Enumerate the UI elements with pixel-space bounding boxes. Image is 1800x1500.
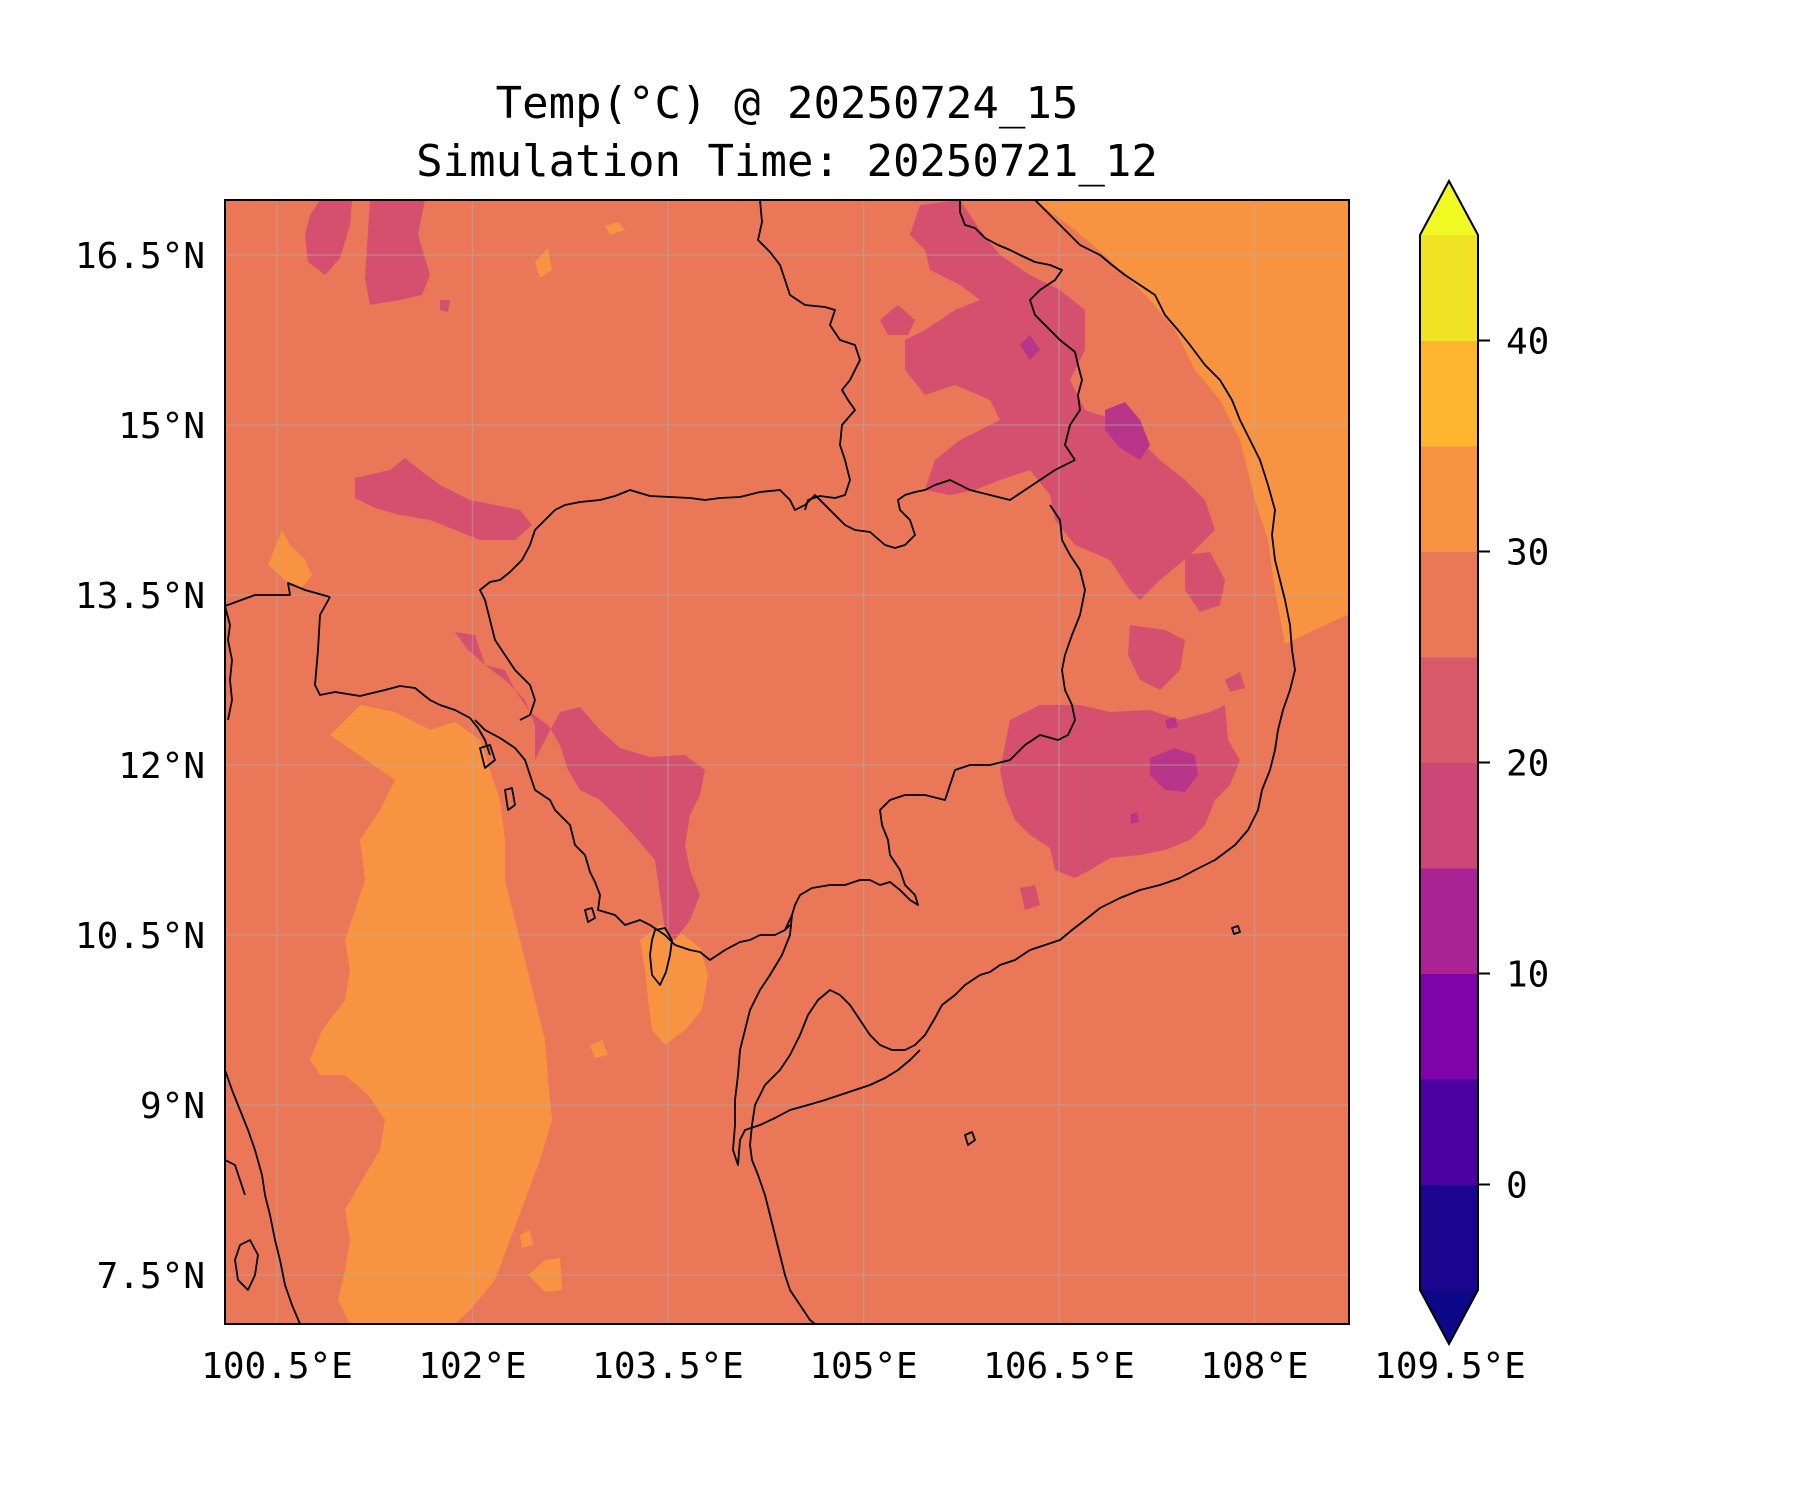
x-tick-label: 105°E — [809, 1346, 917, 1387]
border-laos-thailand — [757, 200, 861, 511]
x-tick-label: 109.5°E — [1374, 1346, 1526, 1387]
island-phu-quoc — [649, 927, 673, 986]
island-malay-small — [234, 1239, 259, 1291]
y-tick-label: 15°N — [118, 406, 205, 447]
map-subtitle: Simulation Time: 20250721_12 — [416, 136, 1158, 187]
coolest-patch-highlands — [1150, 748, 1198, 792]
coastline-mekong-delta — [749, 949, 1031, 1324]
x-tick-label: 100.5°E — [201, 1346, 353, 1387]
coastline-malay-west — [225, 1159, 246, 1196]
border-thailand-cambodia — [314, 596, 491, 756]
warm-region-islet — [520, 1230, 533, 1248]
colorbar-extend-max — [1420, 181, 1478, 235]
colorbar-tick-label: 0 — [1506, 1166, 1528, 1207]
cool-region-north-2 — [365, 200, 430, 305]
colorbar-outline — [1419, 178, 1479, 1347]
island-koh-rong — [504, 787, 516, 811]
x-tick-label: 103.5°E — [592, 1346, 744, 1387]
map-frame — [224, 199, 1350, 1325]
map-plot-area — [225, 200, 1349, 1324]
border-cambodia-west — [484, 599, 536, 721]
y-axis-tick-labels: 16.5°N 15°N 13.5°N 12°N 10.5°N 9°N 7.5°N — [75, 236, 205, 1297]
island-coast-speck — [1231, 925, 1241, 935]
y-tick-label: 10.5°N — [75, 916, 205, 957]
island-con-dao — [964, 1131, 976, 1146]
x-axis-tick-labels: 100.5°E 102°E 103.5°E 105°E 106.5°E 108°E 109.… — [201, 1346, 1526, 1387]
colorbar-tick-label: 40 — [1506, 322, 1549, 363]
cool-region-coast-dot — [1225, 672, 1245, 692]
y-tick-label: 13.5°N — [75, 576, 205, 617]
colorbar-segment — [1420, 235, 1478, 341]
border-cambodia-vietnam — [784, 504, 1086, 931]
map-title: Temp(°C) @ 20250724_15 — [495, 78, 1079, 129]
cool-region-north-1 — [305, 200, 352, 275]
cool-temperature-regions — [305, 200, 1245, 940]
warm-region-south-patch — [528, 1258, 562, 1292]
warm-region-island-patch — [590, 1040, 608, 1058]
coastline-vietnam-east — [1029, 200, 1296, 951]
colorbar-segment — [1420, 973, 1478, 1080]
x-tick-label: 102°E — [418, 1346, 526, 1387]
cool-region-north-speck — [440, 300, 450, 312]
warm-region-coastal-cambodia — [640, 925, 708, 1045]
colorbar-tick-label: 10 — [1506, 955, 1549, 996]
map-gridlines — [225, 200, 1349, 1324]
coolest-patch-speck — [1165, 717, 1178, 729]
warm-region-north-patch — [535, 248, 552, 278]
colorbar-extend-min — [1420, 1290, 1478, 1344]
colorbar-tick-label: 30 — [1506, 533, 1549, 574]
coastlines-and-borders — [225, 200, 1296, 1324]
colorbar: 0 10 20 30 40 — [1419, 178, 1549, 1347]
y-tick-label: 12°N — [118, 746, 205, 787]
colorbar-segment — [1420, 1079, 1478, 1185]
warm-temperature-regions — [268, 200, 1349, 1324]
cool-region-central-patch — [880, 305, 915, 335]
colorbar-segment — [1420, 657, 1478, 763]
colorbar-segment — [1420, 762, 1478, 869]
x-tick-label: 106.5°E — [983, 1346, 1135, 1387]
cool-region-west-band — [355, 458, 532, 540]
cool-region-vietnam-south-1 — [1128, 625, 1185, 690]
cool-region-tonle-sap-west — [455, 632, 705, 940]
coolest-temperature-regions — [1020, 335, 1198, 824]
border-thailand-north — [225, 582, 331, 607]
y-tick-label: 16.5°N — [75, 236, 205, 277]
warm-region-gulf-of-thailand — [310, 705, 552, 1324]
cool-region-laos-vietnam-north — [905, 200, 1215, 600]
colorbar-segment — [1420, 551, 1478, 658]
x-tick-label: 108°E — [1200, 1346, 1308, 1387]
y-tick-label: 7.5°N — [97, 1256, 205, 1297]
island-gulf-speck — [584, 907, 596, 923]
coastline-malay-peninsula — [225, 1069, 301, 1324]
colorbar-segment — [1420, 340, 1478, 447]
warm-region-northeast-sea — [1035, 200, 1349, 644]
coastline-gulf-east — [474, 719, 791, 961]
coolest-patch-north — [1105, 402, 1150, 460]
colorbar-segment — [1420, 446, 1478, 552]
y-tick-label: 9°N — [140, 1086, 205, 1127]
warm-region-thailand-patch — [268, 530, 312, 590]
cool-region-vietnam-south-2 — [1185, 552, 1225, 612]
colorbar-tick-label: 20 — [1506, 744, 1549, 785]
border-laos-vietnam — [959, 200, 1083, 461]
coolest-patch-laos — [1020, 335, 1040, 360]
coastline-thai-west — [225, 605, 233, 721]
island-koh-kong — [479, 744, 496, 769]
warm-region-north-dot — [605, 222, 625, 235]
cool-region-coast-patch — [1020, 885, 1040, 910]
colorbar-segment — [1420, 1184, 1478, 1291]
coastline-ca-mau — [732, 914, 921, 1166]
cool-region-central-highlands — [1000, 705, 1240, 878]
coolest-patch-speck-2 — [1130, 812, 1139, 824]
colorbar-segment — [1420, 868, 1478, 974]
